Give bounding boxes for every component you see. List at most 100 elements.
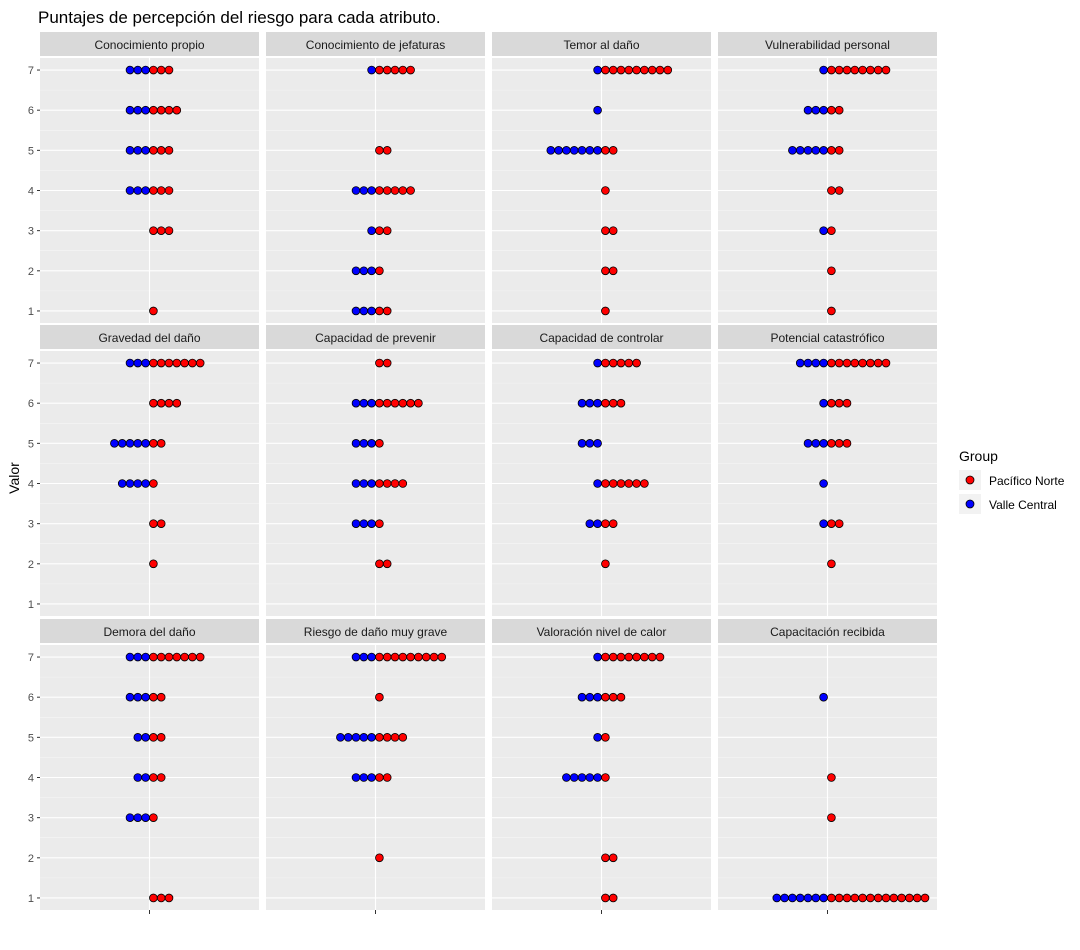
dot-pacifico-norte xyxy=(601,398,610,408)
y-tick-label: 4 xyxy=(28,479,34,491)
dot-valle-central xyxy=(819,146,828,155)
dot-pacifico-norte xyxy=(601,652,610,662)
dot-pacifico-norte xyxy=(608,893,618,903)
dot-pacifico-norte xyxy=(156,519,166,528)
dot-pacifico-norte xyxy=(164,893,174,903)
dot-pacifico-norte xyxy=(873,893,883,903)
dot-pacifico-norte xyxy=(406,65,415,75)
dot-pacifico-norte xyxy=(616,398,626,408)
dot-valle-central xyxy=(141,773,150,782)
dot-pacifico-norte xyxy=(156,652,166,662)
dot-pacifico-norte xyxy=(616,692,626,702)
dot-pacifico-norte xyxy=(164,652,174,662)
dot-pacifico-norte xyxy=(149,519,158,528)
dot-pacifico-norte xyxy=(827,893,836,903)
facet-strip xyxy=(40,325,259,349)
dot-valle-central xyxy=(359,398,369,408)
dot-valle-central xyxy=(343,733,353,742)
dot-valle-central xyxy=(788,146,797,155)
dot-pacifico-norte xyxy=(375,358,384,368)
dot-valle-central xyxy=(367,306,376,316)
dot-valle-central xyxy=(359,733,369,742)
y-tick-label: 2 xyxy=(28,559,34,571)
dot-valle-central xyxy=(125,813,135,822)
dot-valle-central xyxy=(819,692,828,702)
dot-pacifico-norte xyxy=(647,65,657,75)
facet-strip-label: Capacidad de controlar xyxy=(539,331,663,345)
dot-valle-central xyxy=(336,733,345,742)
dot-valle-central xyxy=(141,146,150,155)
dot-valle-central xyxy=(367,773,376,782)
dot-valle-central xyxy=(593,358,602,368)
dot-pacifico-norte xyxy=(616,65,626,75)
facet-strip xyxy=(266,325,485,349)
facet-strip xyxy=(40,619,259,643)
facet-panel: Conocimiento propio 1 2 3 4 5 6 7 xyxy=(28,32,259,323)
dot-valle-central xyxy=(117,439,127,448)
dot-pacifico-norte xyxy=(149,306,158,316)
dot-valle-central xyxy=(359,186,369,195)
dot-valle-central xyxy=(811,146,821,155)
dot-valle-central xyxy=(141,813,150,822)
facet-panel: Capacidad de controlar xyxy=(492,325,711,616)
dot-pacifico-norte xyxy=(632,358,641,368)
y-tick-label: 7 xyxy=(28,358,34,370)
dot-pacifico-norte xyxy=(663,65,673,75)
dot-valle-central xyxy=(351,306,361,316)
dot-valle-central xyxy=(367,398,376,408)
dot-pacifico-norte xyxy=(398,398,408,408)
dot-valle-central xyxy=(141,652,150,662)
dot-pacifico-norte xyxy=(601,733,610,742)
legend-key-pacifico-norte xyxy=(965,475,975,485)
dot-pacifico-norte xyxy=(842,893,852,903)
dot-valle-central xyxy=(359,519,369,528)
dot-pacifico-norte xyxy=(601,559,610,569)
dot-pacifico-norte xyxy=(382,398,392,408)
dot-pacifico-norte xyxy=(827,146,836,155)
dot-pacifico-norte xyxy=(149,398,158,408)
dot-valle-central xyxy=(819,358,828,368)
dot-valle-central xyxy=(819,439,828,448)
dot-pacifico-norte xyxy=(608,266,618,276)
dot-pacifico-norte xyxy=(398,652,408,662)
dot-valle-central xyxy=(367,519,376,528)
y-tick-label: 5 xyxy=(28,438,34,450)
dot-pacifico-norte xyxy=(827,519,836,528)
dot-pacifico-norte xyxy=(149,479,158,488)
dot-pacifico-norte xyxy=(390,186,400,195)
dot-pacifico-norte xyxy=(827,559,836,569)
dot-pacifico-norte xyxy=(156,186,166,195)
dot-pacifico-norte xyxy=(866,65,875,75)
dot-pacifico-norte xyxy=(375,692,384,702)
dot-valle-central xyxy=(133,439,143,448)
dot-valle-central xyxy=(125,439,135,448)
dot-pacifico-norte xyxy=(375,519,384,528)
dot-pacifico-norte xyxy=(156,398,166,408)
dot-pacifico-norte xyxy=(390,733,400,742)
dot-valle-central xyxy=(593,105,602,115)
dot-pacifico-norte xyxy=(149,65,158,75)
dot-valle-central xyxy=(577,398,587,408)
dot-pacifico-norte xyxy=(842,358,852,368)
dot-pacifico-norte xyxy=(180,358,189,368)
dot-pacifico-norte xyxy=(382,358,392,368)
dot-valle-central xyxy=(133,186,143,195)
dot-pacifico-norte xyxy=(164,358,174,368)
facet-strip-label: Capacitación recibida xyxy=(770,625,885,639)
dot-pacifico-norte xyxy=(608,146,618,155)
dot-pacifico-norte xyxy=(164,146,174,155)
dot-valle-central xyxy=(803,358,813,368)
y-tick-label: 2 xyxy=(28,266,34,278)
dot-valle-central xyxy=(819,519,828,528)
dot-valle-central xyxy=(593,773,602,782)
dot-pacifico-norte xyxy=(866,893,875,903)
dot-valle-central xyxy=(351,186,361,195)
dot-valle-central xyxy=(585,439,595,448)
dot-valle-central xyxy=(133,105,143,115)
dot-valle-central xyxy=(569,146,579,155)
y-tick-label: 2 xyxy=(28,853,34,865)
dot-pacifico-norte xyxy=(156,893,166,903)
dot-valle-central xyxy=(133,479,143,488)
dot-valle-central xyxy=(811,105,821,115)
dot-pacifico-norte xyxy=(624,65,634,75)
